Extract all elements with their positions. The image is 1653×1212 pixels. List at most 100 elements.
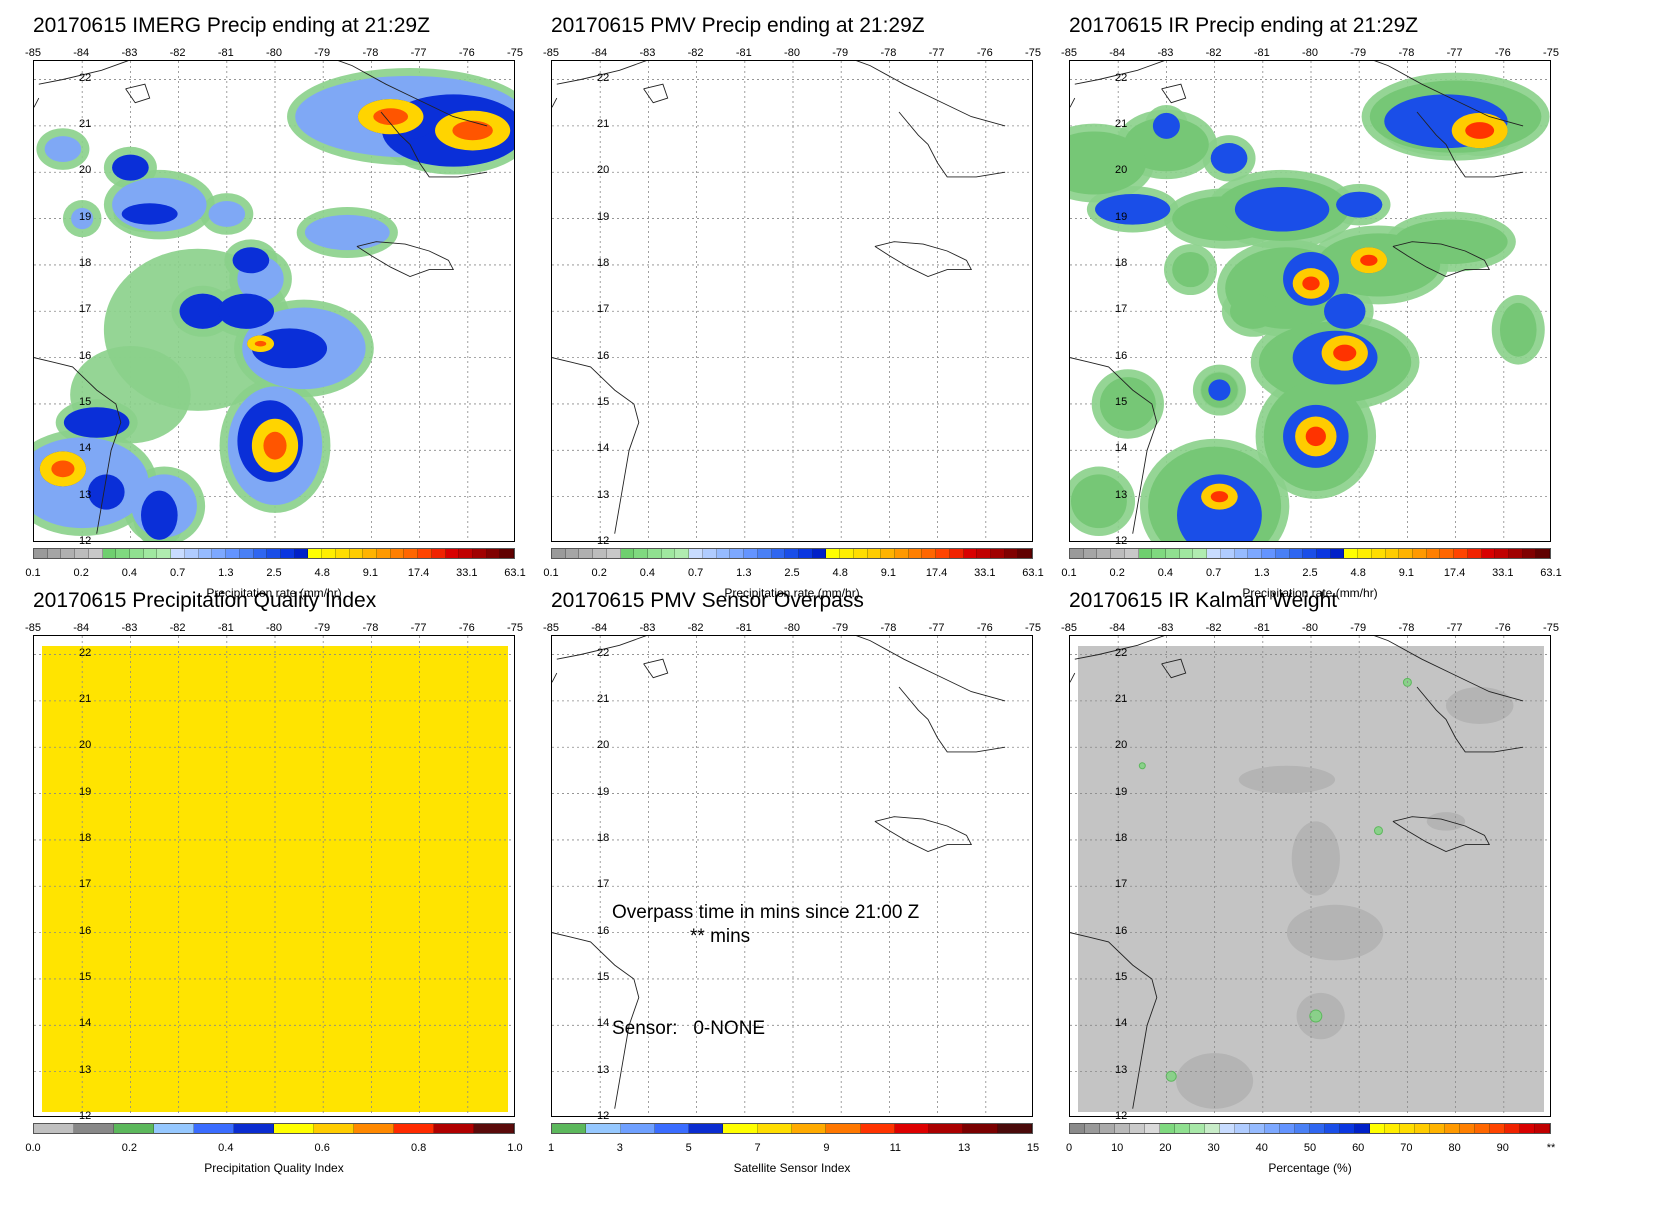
colorbar [551, 1123, 1033, 1134]
colorbar-swatch [689, 549, 703, 558]
lat-tick-label: 14 [79, 1017, 92, 1030]
lon-tick-label: -77 [928, 47, 945, 59]
lon-tick-label: -75 [1543, 622, 1559, 634]
colorbar-swatch [716, 549, 731, 558]
colorbar-swatch [860, 1124, 895, 1133]
colorbar-swatch [445, 549, 460, 558]
lon-tick-label: -81 [1253, 47, 1270, 59]
colorbar-swatch [154, 1124, 194, 1133]
lon-tick-label: -79 [832, 47, 849, 59]
colorbar-swatch [922, 549, 937, 558]
map-area [33, 635, 515, 1117]
lat-tick-label: 18 [597, 256, 610, 269]
colorbar-swatch [130, 549, 144, 558]
colorbar-tick-label: 0.1 [25, 567, 41, 579]
lat-tick-label: 20 [1115, 164, 1128, 177]
lat-tick-label: 22 [79, 646, 92, 659]
colorbar-swatch [239, 549, 254, 558]
lat-tick-label: 22 [1115, 646, 1128, 659]
grid-lines [552, 636, 1032, 1116]
colorbar-swatch [1400, 1124, 1415, 1133]
colorbar-swatch [867, 549, 882, 558]
colorbar-tick-label: 2.5 [1302, 567, 1318, 579]
colorbar-tick-label: 0 [1065, 1142, 1073, 1154]
lon-tick-label: -80 [784, 47, 800, 59]
colorbar-tick-label: 17.4 [407, 567, 430, 579]
colorbar-swatch [771, 549, 786, 558]
colorbar-swatch [586, 1124, 621, 1133]
colorbar-swatch [418, 549, 432, 558]
lon-tick-label: -83 [1157, 622, 1174, 634]
colorbar-swatch [963, 549, 978, 558]
map-canvas [552, 636, 1032, 1116]
colorbar-tick-label: 70 [1400, 1142, 1413, 1154]
lat-tick-label: 18 [1115, 256, 1128, 269]
lon-tick-label: -75 [1025, 47, 1041, 59]
lat-tick-label: 16 [1115, 349, 1128, 362]
colorbar-swatch [1371, 549, 1386, 558]
colorbar-swatch [1460, 1124, 1475, 1133]
colorbar-swatch [1004, 549, 1019, 558]
colorbar-tick-label: 15 [1026, 1142, 1040, 1154]
colorbar-swatch [1467, 549, 1482, 558]
lat-tick-label: 17 [79, 878, 92, 891]
colorbar-label: Precipitation rate (mm/hr) [1242, 586, 1378, 600]
lon-tick-label: -80 [1302, 622, 1318, 634]
lat-tick-label: 13 [79, 1063, 92, 1076]
lat-tick-label: 22 [597, 646, 610, 659]
colorbar-swatch [1166, 549, 1180, 558]
lon-tick-label: -78 [1398, 622, 1415, 634]
coastlines [552, 636, 1006, 1109]
colorbar-swatch [936, 549, 950, 558]
colorbar-swatch [1275, 549, 1290, 558]
colorbar-swatch [991, 549, 1005, 558]
colorbar-swatch [1070, 549, 1084, 558]
colorbar-swatch [267, 549, 281, 558]
colorbar-swatch [354, 1124, 394, 1133]
lat-tick-label: 18 [1115, 831, 1128, 844]
lat-tick-label: 18 [79, 831, 92, 844]
colorbar-swatch [234, 1124, 274, 1133]
colorbar-swatch [114, 1124, 154, 1133]
lat-tick-label: 21 [597, 117, 610, 130]
colorbar-swatch [1130, 1124, 1145, 1133]
colorbar-swatch [1018, 549, 1033, 558]
colorbar-swatch [34, 549, 48, 558]
lon-tick-label: -81 [735, 47, 752, 59]
colorbar-swatch [881, 549, 895, 558]
lat-tick-label: 16 [597, 924, 610, 937]
lon-tick-label: -78 [1398, 47, 1415, 59]
lon-tick-label: -81 [217, 47, 234, 59]
colorbar [33, 1123, 515, 1134]
lon-tick-label: -85 [543, 622, 559, 634]
lat-tick-label: 22 [597, 71, 610, 84]
colorbar-swatch [394, 1124, 434, 1133]
colorbar-swatch [1505, 1124, 1520, 1133]
grid-lines [34, 636, 514, 1116]
colorbar-swatch [1295, 1124, 1310, 1133]
lon-tick-label: -85 [25, 622, 41, 634]
colorbar-tick-label: 0.4 [1157, 567, 1174, 579]
lon-tick-label: -78 [880, 47, 897, 59]
colorbar-tick-label: 33.1 [974, 567, 996, 579]
colorbar-tick-label: 1.3 [218, 567, 234, 579]
lat-tick-label: 15 [597, 970, 610, 983]
lon-tick-label: -84 [73, 622, 90, 634]
colorbar-swatch [1440, 549, 1455, 558]
lon-tick-label: -76 [458, 47, 475, 59]
colorbar-swatch [1250, 1124, 1265, 1133]
colorbar-swatch [1190, 1124, 1205, 1133]
map-canvas [1070, 61, 1550, 541]
colorbar-swatch [314, 1124, 354, 1133]
colorbar-tick-label: 33.1 [456, 567, 478, 579]
lat-tick-label: 13 [79, 488, 92, 501]
lat-tick-label: 12 [1115, 1110, 1128, 1122]
colorbar-swatch [689, 1124, 724, 1133]
colorbar-swatch [1522, 549, 1537, 558]
colorbar-swatch [75, 549, 89, 558]
lon-tick-label: -82 [169, 622, 186, 634]
overpass-time-label: Overpass time in mins since 21:00 Z [612, 902, 920, 923]
colorbar-swatch [1115, 1124, 1130, 1133]
colorbar-tick-label: 17.4 [925, 567, 948, 579]
colorbar-swatch [949, 549, 964, 558]
